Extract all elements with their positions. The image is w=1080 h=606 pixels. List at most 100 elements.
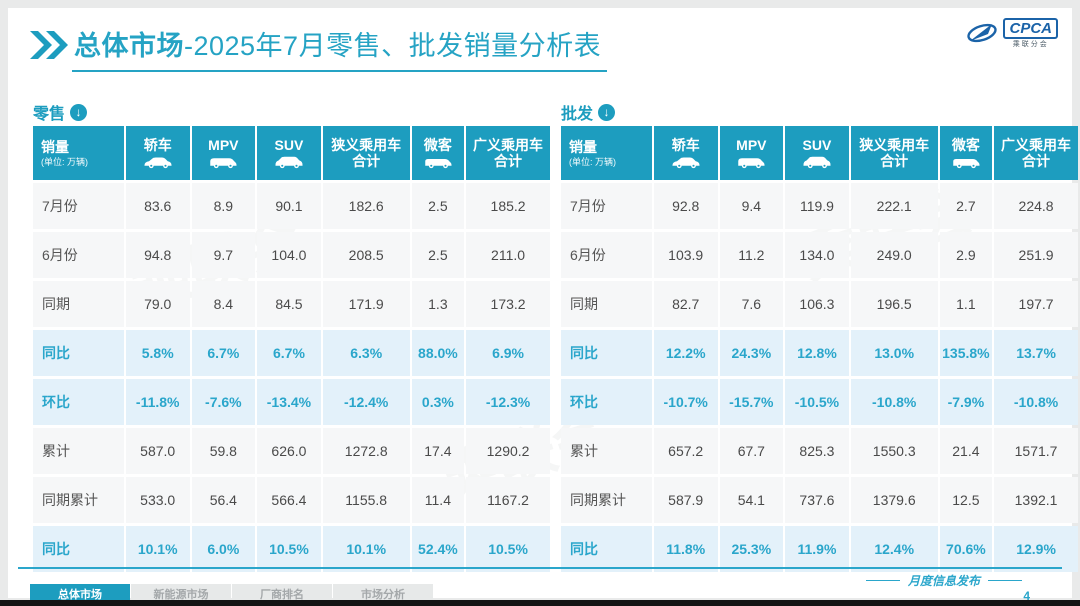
table-cell: 1272.8: [322, 428, 410, 474]
page-title-section: 总体市场: [74, 31, 184, 61]
table-cell: 11.8%: [653, 526, 718, 572]
wholesale-panel-label: 批发 ↓: [561, 100, 1066, 124]
table-cell: -12.3%: [466, 379, 550, 425]
table-cell: 0.3%: [411, 379, 465, 425]
footer-tab-inactive[interactable]: 厂商排名: [232, 584, 332, 603]
table-cell: 12.9%: [994, 526, 1078, 572]
row-label: 同比: [33, 330, 124, 376]
page-title-rest: -2025年7月零售、批发销量分析表: [184, 31, 602, 61]
header-cell: 微客: [939, 126, 993, 180]
table-cell: 11.4: [411, 477, 465, 523]
table-cell: -13.4%: [257, 379, 321, 425]
table-row: 同比 10.1% 6.0% 10.5% 10.1% 52.4% 10.5%: [33, 526, 550, 572]
table-cell: 10.5%: [466, 526, 550, 572]
row-label: 环比: [561, 379, 652, 425]
header-cell-label: 广义乘用车 合计: [1001, 136, 1072, 169]
table-header-row: 销量 (单位: 万辆) 轿车 MPV SUV 狭义乘用车 合计 微客 广义乘用车 合计: [33, 126, 550, 180]
minivan-icon: [953, 158, 980, 168]
table-cell: -10.5%: [785, 379, 849, 425]
sales-unit: (单位: 万辆): [41, 156, 88, 167]
page-title: 总体市场-2025年7月零售、批发销量分析表: [72, 24, 608, 72]
circle-down-arrow-icon: ↓: [598, 103, 616, 121]
table-row: 累计 587.0 59.8 626.0 1272.8 17.4 1290.2: [33, 428, 550, 474]
table-cell: -7.9%: [939, 379, 993, 425]
table-cell: 10.1%: [125, 526, 190, 572]
table-cell: 106.3: [785, 281, 849, 327]
table-cell: 1379.6: [850, 477, 938, 523]
table-cell: 566.4: [257, 477, 321, 523]
table-cell: 59.8: [191, 428, 256, 474]
sales-title: 销量: [41, 138, 69, 155]
table-cell: -15.7%: [719, 379, 784, 425]
table-cell: 657.2: [653, 428, 718, 474]
table-row: 环比 -11.8% -7.6% -13.4% -12.4% 0.3% -12.3%: [33, 379, 550, 425]
header-cell-label: SUV: [802, 137, 832, 154]
table-cell: 2.7: [939, 183, 993, 229]
table-cell: 13.7%: [994, 330, 1078, 376]
table-cell: 90.1: [257, 183, 321, 229]
table-cell: 533.0: [125, 477, 190, 523]
table-cell: 6.7%: [257, 330, 321, 376]
cpca-logo: CPCA 乘联分会: [965, 18, 1058, 48]
table-row: 7月份 92.8 9.4 119.9 222.1 2.7 224.8: [561, 183, 1078, 229]
footer-tab-inactive[interactable]: 市场分析: [333, 584, 433, 603]
table-cell: 12.8%: [785, 330, 849, 376]
table-cell: 587.0: [125, 428, 190, 474]
circle-down-arrow-icon: ↓: [70, 103, 88, 121]
row-label: 同比: [33, 526, 124, 572]
retail-label-text: 零售: [33, 106, 66, 123]
table-cell: 7.6: [719, 281, 784, 327]
table-cell: 626.0: [257, 428, 321, 474]
row-label: 同比: [561, 330, 652, 376]
table-cell: 103.9: [653, 232, 718, 278]
table-row: 7月份 83.6 8.9 90.1 182.6 2.5 185.2: [33, 183, 550, 229]
table-cell: -7.6%: [191, 379, 256, 425]
table-cell: 196.5: [850, 281, 938, 327]
table-cell: -10.8%: [850, 379, 938, 425]
table-cell: 88.0%: [411, 330, 465, 376]
table-cell: 12.5: [939, 477, 993, 523]
header-cell-label: MPV: [208, 137, 239, 154]
table-cell: 12.4%: [850, 526, 938, 572]
table-row: 6月份 94.8 9.7 104.0 208.5 2.5 211.0: [33, 232, 550, 278]
page-number: 4: [1023, 589, 1030, 603]
table-cell: 6.3%: [322, 330, 410, 376]
table-cell: 182.6: [322, 183, 410, 229]
header-cell: 狭义乘用车 合计: [850, 126, 938, 180]
footer-tab-inactive[interactable]: 新能源市场: [131, 584, 231, 603]
footer-tabs: 总体市场 新能源市场 厂商排名 市场分析: [30, 584, 433, 603]
footer-tab-active[interactable]: 总体市场: [30, 584, 130, 603]
table-cell: 52.4%: [411, 526, 465, 572]
header-cell: 广义乘用车 合计: [994, 126, 1078, 180]
row-label: 7月份: [561, 183, 652, 229]
table-cell: 6.0%: [191, 526, 256, 572]
table-cell: 2.5: [411, 232, 465, 278]
header-cell: MPV: [719, 126, 784, 180]
table-cell: -10.7%: [653, 379, 718, 425]
minivan-icon: [425, 158, 452, 168]
suv-icon: [275, 156, 303, 168]
table-cell: 67.7: [719, 428, 784, 474]
table-cell: 1571.7: [994, 428, 1078, 474]
table-cell: 1.3: [411, 281, 465, 327]
mpv-icon: [738, 157, 765, 168]
table-cell: 17.4: [411, 428, 465, 474]
header-cell: SUV: [257, 126, 321, 180]
header-cell-label: 轿车: [671, 137, 700, 154]
table-cell: -12.4%: [322, 379, 410, 425]
header-cell: SUV: [785, 126, 849, 180]
row-label: 同期累计: [561, 477, 652, 523]
row-label: 7月份: [33, 183, 124, 229]
table-cell: 1167.2: [466, 477, 550, 523]
header-cell: 广义乘用车 合计: [466, 126, 550, 180]
table-cell: 24.3%: [719, 330, 784, 376]
table-cell: 8.4: [191, 281, 256, 327]
header-cell: MPV: [191, 126, 256, 180]
table-cell: 2.5: [411, 183, 465, 229]
header-cell: 轿车: [653, 126, 718, 180]
table-cell: 208.5: [322, 232, 410, 278]
table-row: 环比 -10.7% -15.7% -10.5% -10.8% -7.9% -10.8%: [561, 379, 1078, 425]
cpca-acronym: CPCA: [1003, 18, 1058, 39]
table-row: 同期 82.7 7.6 106.3 196.5 1.1 197.7: [561, 281, 1078, 327]
table-cell: 222.1: [850, 183, 938, 229]
